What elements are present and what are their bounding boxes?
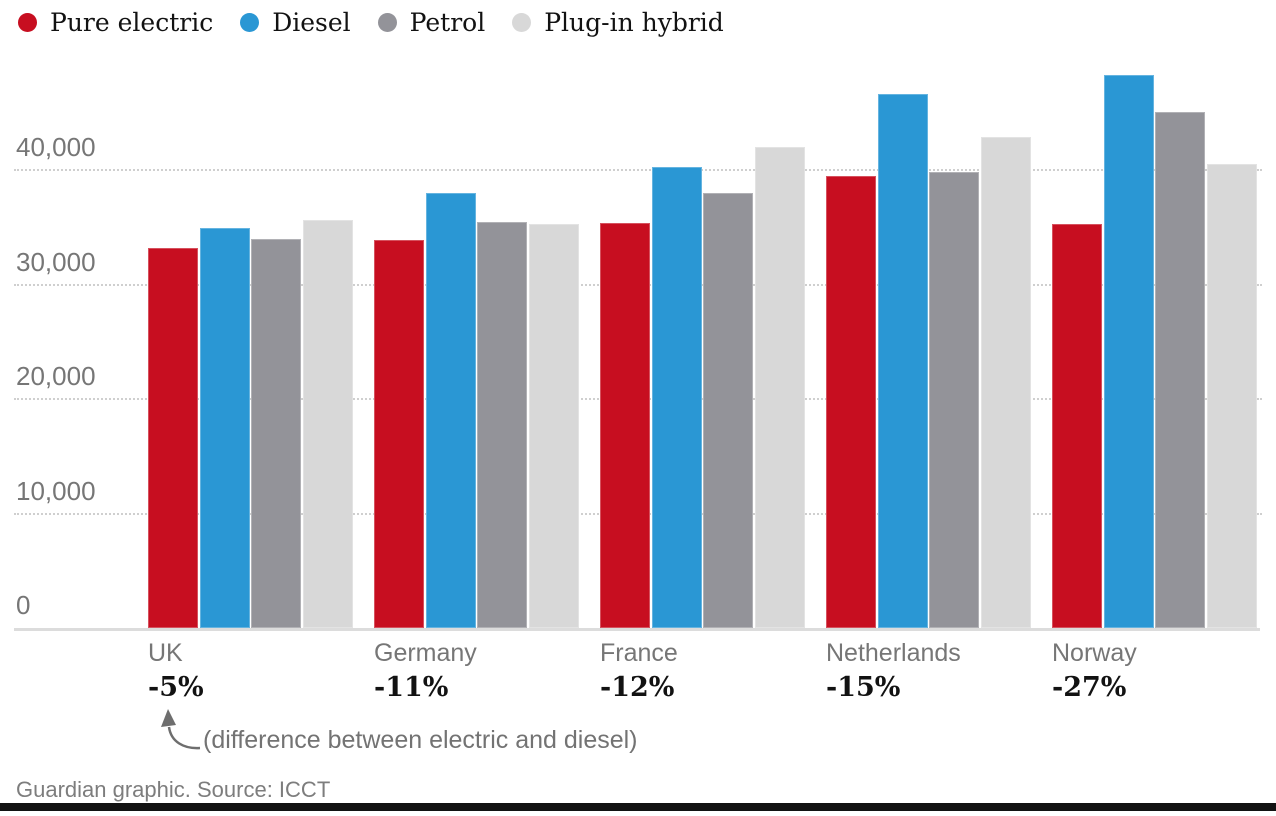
percent-label-norway: -27% — [1052, 672, 1127, 703]
percent-label-germany: -11% — [374, 672, 449, 703]
bottom-rule — [0, 803, 1276, 811]
bar-diesel-netherlands — [877, 94, 928, 628]
pure-electric-swatch-icon — [18, 13, 37, 32]
legend-label: Diesel — [272, 8, 351, 37]
bar-petrol-netherlands — [929, 172, 980, 628]
bar-plug-in-hybrid-germany — [529, 223, 580, 628]
bar-pure-electric-netherlands — [826, 175, 876, 628]
bar-pure-electric-france — [600, 222, 650, 628]
bar-diesel-uk — [199, 228, 250, 628]
y-tick-label-20000: 20,000 — [16, 361, 96, 391]
bar-plug-in-hybrid-norway — [1207, 164, 1258, 628]
legend-label: Plug-in hybrid — [544, 8, 724, 37]
bar-diesel-norway — [1103, 74, 1154, 628]
bar-petrol-norway — [1155, 111, 1206, 628]
legend-item-pure-electric: Pure electric — [18, 10, 213, 35]
bar-diesel-france — [651, 166, 702, 628]
petrol-swatch-icon — [377, 13, 397, 32]
annotation-text: (difference between electric and diesel) — [203, 726, 638, 754]
bar-pure-electric-norway — [1052, 223, 1102, 628]
x-axis-line — [14, 628, 1260, 631]
bar-plug-in-hybrid-netherlands — [981, 136, 1032, 628]
category-label-germany: Germany — [374, 639, 477, 667]
plug-in-hybrid-swatch-icon — [512, 13, 532, 32]
legend-label: Petrol — [409, 8, 486, 37]
y-tick-label-10000: 10,000 — [16, 475, 96, 506]
bar-diesel-germany — [425, 192, 476, 628]
legend: Pure electric Diesel Petrol Plug-in hybrid — [18, 10, 724, 35]
bar-pure-electric-germany — [374, 239, 424, 628]
y-tick-label-30000: 30,000 — [16, 246, 96, 277]
bar-plug-in-hybrid-france — [755, 147, 806, 628]
bar-petrol-germany — [477, 221, 528, 628]
legend-item-petrol: Petrol — [377, 8, 486, 37]
curved-arrow-icon — [161, 709, 201, 750]
bar-petrol-uk — [251, 238, 302, 628]
diesel-swatch-icon — [240, 13, 260, 32]
bar-plug-in-hybrid-uk — [303, 220, 354, 628]
bar-pure-electric-uk — [148, 247, 198, 628]
percent-label-uk: -5% — [148, 672, 204, 703]
category-label-norway: Norway — [1052, 639, 1137, 667]
y-tick-label-0: 0 — [16, 590, 31, 620]
y-tick-label-40000: 40,000 — [16, 132, 96, 162]
percent-label-france: -12% — [600, 672, 675, 703]
category-label-netherlands: Netherlands — [826, 639, 961, 667]
bar-petrol-france — [703, 192, 754, 628]
legend-item-plug-in-hybrid: Plug-in hybrid — [512, 10, 724, 35]
legend-label: Pure electric — [50, 8, 214, 37]
percent-label-netherlands: -15% — [826, 672, 901, 703]
category-label-uk: UK — [148, 639, 183, 667]
legend-item-diesel: Diesel — [240, 8, 351, 37]
gridline-40000 — [14, 169, 1262, 171]
source-credit: Guardian graphic. Source: ICCT — [16, 777, 331, 802]
category-label-france: France — [600, 639, 678, 667]
